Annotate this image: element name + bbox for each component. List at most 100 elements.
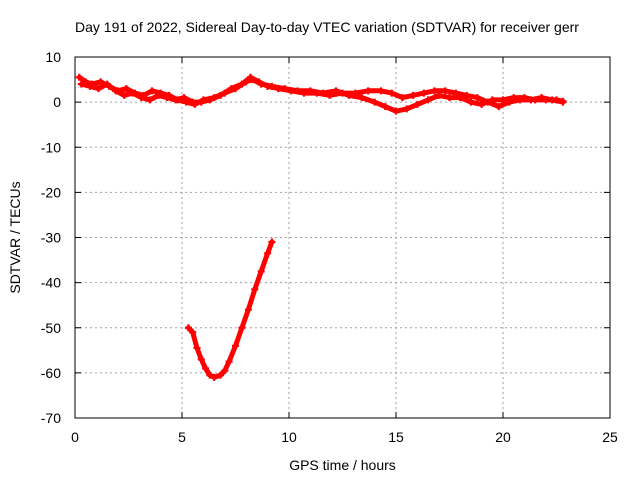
data-point xyxy=(163,94,171,102)
data-point xyxy=(473,94,481,102)
data-point xyxy=(467,98,475,106)
data-point xyxy=(371,98,379,106)
x-axis-label: GPS time / hours xyxy=(289,457,396,473)
x-tick-label: 0 xyxy=(71,429,79,445)
x-tick-label: 15 xyxy=(388,429,404,445)
data-point xyxy=(238,324,246,332)
data-point xyxy=(97,78,105,86)
data-point xyxy=(424,96,432,104)
data-point xyxy=(300,89,308,97)
data-point xyxy=(431,87,439,95)
data-point xyxy=(381,103,389,111)
data-point xyxy=(441,87,449,95)
data-point xyxy=(287,87,295,95)
series-2 xyxy=(77,73,567,111)
data-point xyxy=(232,342,239,350)
data-point xyxy=(193,344,201,352)
data-point xyxy=(122,85,130,93)
data-point xyxy=(559,98,567,106)
data-point xyxy=(413,100,421,108)
data-point xyxy=(274,85,282,93)
data-point xyxy=(210,373,218,381)
data-point xyxy=(251,285,259,293)
series-layer xyxy=(75,73,567,381)
data-point xyxy=(227,85,235,93)
data-point xyxy=(538,94,546,102)
data-point xyxy=(264,249,272,257)
data-point xyxy=(398,94,406,102)
data-point xyxy=(484,98,492,106)
data-point xyxy=(409,91,417,99)
series-3 xyxy=(184,238,276,381)
y-tick-label: -30 xyxy=(41,230,61,246)
data-point xyxy=(403,105,411,113)
data-point xyxy=(202,364,210,372)
data-point xyxy=(217,91,225,99)
data-point xyxy=(189,98,197,106)
data-point xyxy=(180,94,188,102)
grid xyxy=(75,57,610,418)
data-point xyxy=(244,306,252,314)
data-point xyxy=(75,73,83,81)
data-point xyxy=(103,80,111,88)
data-point xyxy=(120,91,128,99)
data-point xyxy=(225,358,233,366)
data-point xyxy=(339,89,346,97)
data-point xyxy=(505,98,513,106)
data-point xyxy=(154,91,162,99)
x-tick-label: 25 xyxy=(602,429,618,445)
data-point xyxy=(268,238,276,246)
y-tick-label: -10 xyxy=(41,139,61,155)
data-point xyxy=(189,328,197,336)
data-point xyxy=(184,324,192,332)
data-point xyxy=(326,91,334,99)
data-point xyxy=(246,73,254,81)
data-point xyxy=(137,94,145,102)
data-point xyxy=(257,267,265,275)
data-point xyxy=(95,85,103,93)
data-point xyxy=(388,89,396,97)
y-tick-label: -50 xyxy=(41,320,61,336)
data-point xyxy=(377,87,385,95)
data-point xyxy=(364,87,372,95)
y-axis-label: SDTVAR / TECUs xyxy=(7,181,23,293)
data-point xyxy=(463,91,471,99)
data-point xyxy=(351,89,359,97)
data-point xyxy=(172,96,180,104)
data-point xyxy=(77,80,85,88)
y-tick-label: -40 xyxy=(41,275,61,291)
data-point xyxy=(392,107,400,115)
data-point xyxy=(358,94,366,102)
chart-title: Day 191 of 2022, Sidereal Day-to-day VTE… xyxy=(75,19,579,35)
data-point xyxy=(516,96,524,104)
data-point xyxy=(446,94,453,102)
data-point xyxy=(197,98,205,106)
data-point xyxy=(264,82,272,90)
data-point xyxy=(548,96,556,104)
y-tick-label: 0 xyxy=(53,94,61,110)
y-tick-label: -20 xyxy=(41,184,61,200)
x-tick-label: 5 xyxy=(178,429,186,445)
data-point xyxy=(452,89,460,97)
x-tick-label: 10 xyxy=(281,429,297,445)
data-point xyxy=(86,82,94,90)
data-point xyxy=(495,103,503,111)
data-point xyxy=(129,89,137,97)
y-tick-label: 10 xyxy=(45,49,61,65)
data-point xyxy=(527,96,535,104)
data-point xyxy=(255,78,263,86)
data-point xyxy=(420,89,428,97)
data-point xyxy=(148,87,156,95)
y-tick-label: -70 xyxy=(41,410,61,426)
data-point xyxy=(238,80,246,88)
data-point xyxy=(313,89,321,97)
data-point xyxy=(206,96,214,104)
x-tick-label: 20 xyxy=(495,429,511,445)
data-point xyxy=(197,355,205,363)
data-point xyxy=(217,371,225,379)
data-point xyxy=(146,96,154,104)
data-point xyxy=(112,87,120,95)
y-tick-label: -60 xyxy=(41,365,61,381)
axis-ticks: 0 5 10 15 20 25 10 0 -10 -20 -30 -40 -50 -60 -70 xyxy=(41,49,618,445)
